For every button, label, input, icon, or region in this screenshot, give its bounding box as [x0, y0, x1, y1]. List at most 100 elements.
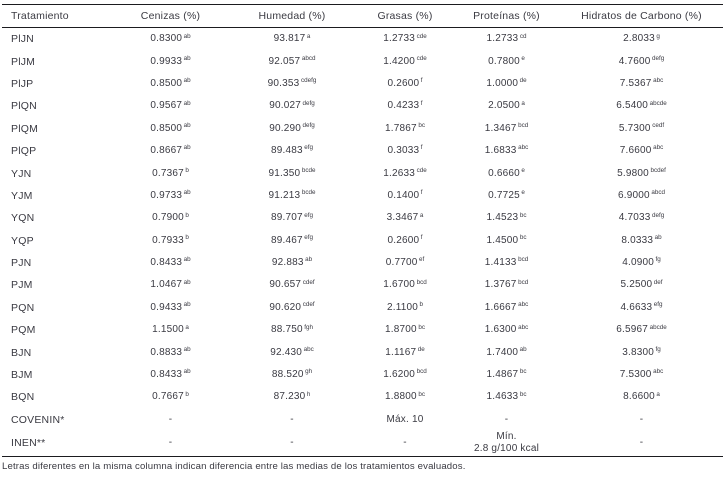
- value-cell: 89.707 efg: [227, 207, 357, 229]
- value-cell: 0.7667 b: [114, 386, 227, 408]
- treatment-cell: PQM: [11, 324, 36, 337]
- cell-value: 1.6300: [484, 324, 517, 336]
- value-cell: 7.6600 abc: [560, 140, 723, 162]
- cell-value: -: [290, 437, 294, 449]
- cell-value: 1.0467: [150, 279, 183, 291]
- table-row: YQN 0.7900 b 89.707 efg 3.3467 a 1.4523 bc 4.7033…: [2, 207, 723, 229]
- significance-letters: f: [420, 234, 423, 242]
- value-cell: 1.3767 bcd: [453, 274, 560, 296]
- value-cell: 89.467 efg: [227, 230, 357, 252]
- cell-value: 1.3767: [484, 279, 517, 291]
- significance-letters: b: [185, 211, 189, 219]
- cell-value: 1.1167: [385, 346, 417, 358]
- nutrition-results-table: Tratamiento Cenizas (%) Humedad (%) Gras…: [2, 4, 723, 455]
- significance-letters: cdefg: [300, 77, 317, 85]
- value-cell: 1.4633 bc: [453, 386, 560, 408]
- value-cell: 0.6660 e: [453, 162, 560, 184]
- cell-value: 0.8833: [150, 346, 183, 358]
- cell-value: 92.430: [270, 346, 303, 358]
- significance-letters: bc: [418, 122, 425, 130]
- value-cell: 1.1500 a: [114, 319, 227, 341]
- cell-value: 3.3467: [386, 212, 419, 224]
- value-cell: 1.7400 ab: [453, 341, 560, 363]
- value-cell: 1.4500 bc: [453, 230, 560, 252]
- value-cell: 1.7867 bc: [357, 118, 453, 140]
- table-row: PQM 1.1500 a 88.750 fgh 1.8700 bc 1.6300 abc 6.59…: [2, 319, 723, 341]
- treatment-cell: PlJN: [11, 33, 34, 46]
- cell-value: 0.3033: [387, 145, 420, 157]
- cell-value: 6.5967: [616, 324, 649, 336]
- column-header-humedad: Humedad (%): [227, 4, 357, 28]
- treatment-cell: PlQN: [11, 100, 37, 113]
- cell-value: 93.817: [273, 33, 306, 45]
- significance-letters: ab: [654, 234, 662, 242]
- value-cell: 0.8433 ab: [114, 364, 227, 386]
- value-cell: 0.8500 ab: [114, 73, 227, 95]
- significance-letters: bc: [418, 323, 425, 331]
- column-header-cenizas: Cenizas (%): [114, 4, 227, 28]
- cell-value: 90.620: [269, 301, 302, 313]
- value-cell: 90.353 cdefg: [227, 73, 357, 95]
- significance-letters: efg: [304, 144, 314, 152]
- value-cell: 6.5400 abcde: [560, 95, 723, 117]
- cell-value: 1.4523: [486, 212, 519, 224]
- cell-value: 90.290: [269, 122, 302, 134]
- value-cell: 0.7700 ef: [357, 252, 453, 274]
- cell-value: -: [168, 413, 173, 425]
- value-cell: -: [560, 409, 723, 431]
- significance-letters: f: [420, 144, 423, 152]
- cell-value: 0.7800: [488, 55, 520, 67]
- value-cell: 1.6200 bcd: [357, 364, 453, 386]
- significance-letters: efg: [653, 301, 663, 309]
- treatment-cell: PJM: [11, 279, 33, 292]
- value-cell: 6.5967 abcde: [560, 319, 723, 341]
- cell-value: 1.4133: [484, 257, 517, 269]
- cell-value: 1.2633: [383, 167, 416, 179]
- cell-value: 0.8300: [150, 33, 183, 45]
- cell-value: 5.7300: [618, 122, 651, 134]
- cell-value: 0.7367: [152, 167, 184, 179]
- cell-value: 1.6833: [484, 145, 517, 157]
- cell-value: 0.8500: [150, 122, 183, 134]
- significance-letters: g: [656, 32, 660, 40]
- significance-letters: abc: [518, 301, 529, 309]
- cell-value: 5.2500: [620, 279, 653, 291]
- value-cell: 0.2600 f: [357, 230, 453, 252]
- value-cell: 2.8033 g: [560, 28, 723, 51]
- treatment-cell: PQN: [11, 301, 35, 314]
- significance-letters: ab: [183, 122, 191, 130]
- cell-value: 6.5400: [616, 100, 649, 112]
- significance-letters: cde: [416, 32, 427, 40]
- significance-letters: e: [521, 166, 525, 174]
- significance-letters: ab: [183, 368, 191, 376]
- significance-letters: defg: [652, 211, 665, 219]
- value-cell: 0.7725 e: [453, 185, 560, 207]
- value-cell: 1.4200 cde: [357, 50, 453, 72]
- significance-letters: a: [185, 323, 189, 331]
- value-cell: 8.0333 ab: [560, 230, 723, 252]
- cell-value: 0.7700: [385, 257, 418, 269]
- table-row: COVENIN* - - Máx. 10 - -: [2, 409, 723, 431]
- cell-value: 0.6660: [488, 167, 520, 179]
- table-row: PJN 0.8433 ab 92.883 ab 0.7700 ef 1.4133 bcd 4.09…: [2, 252, 723, 274]
- value-cell: 4.6633 efg: [560, 297, 723, 319]
- cell-value: 0.4233: [387, 100, 420, 112]
- value-cell: 7.5300 abc: [560, 364, 723, 386]
- significance-letters: ab: [183, 301, 191, 309]
- significance-letters: gh: [305, 368, 313, 376]
- value-cell: 0.9733 ab: [114, 185, 227, 207]
- cell-value: 1.4867: [486, 369, 519, 381]
- value-cell: -: [357, 431, 453, 455]
- significance-letters: cdef: [302, 301, 315, 309]
- significance-letters: b: [419, 301, 424, 309]
- value-cell: 92.883 ab: [227, 252, 357, 274]
- cell-value: 1.1500: [152, 324, 184, 336]
- value-cell: 4.7033 defg: [560, 207, 723, 229]
- cell-value: 89.483: [270, 145, 303, 157]
- cell-value: 1.4200: [383, 55, 416, 67]
- significance-letters: abcd: [651, 189, 665, 197]
- cell-value: 1.7867: [385, 122, 417, 134]
- value-cell: 89.483 efg: [227, 140, 357, 162]
- significance-letters: abc: [653, 77, 664, 85]
- cell-value: 1.8700: [385, 324, 417, 336]
